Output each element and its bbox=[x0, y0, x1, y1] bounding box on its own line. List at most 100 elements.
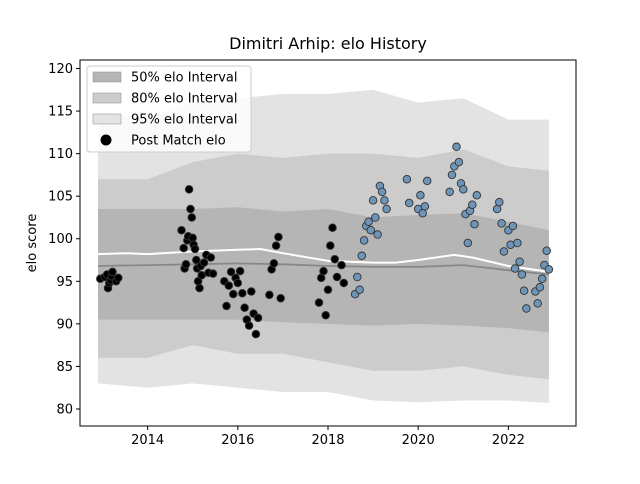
legend-swatch-band80 bbox=[92, 92, 122, 104]
data-point-0-41 bbox=[238, 288, 247, 298]
data-point-1-25 bbox=[452, 142, 461, 152]
data-point-0-17 bbox=[186, 204, 195, 214]
data-point-0-28 bbox=[199, 258, 209, 267]
y-tick-label-90: 90 bbox=[56, 317, 73, 332]
legend-box bbox=[86, 65, 252, 153]
data-point-1-49 bbox=[533, 299, 542, 308]
data-point-0-59 bbox=[323, 285, 333, 295]
data-point-0-52 bbox=[271, 241, 281, 250]
data-point-1-53 bbox=[542, 246, 551, 255]
data-point-1-16 bbox=[404, 198, 414, 208]
x-tick-label-2016: 2016 bbox=[221, 433, 254, 448]
x-tick-label-2020: 2020 bbox=[402, 433, 435, 448]
data-point-0-10 bbox=[177, 225, 186, 235]
data-point-0-48 bbox=[253, 313, 263, 323]
data-point-0-45 bbox=[247, 287, 256, 296]
y-tick-label-95: 95 bbox=[56, 275, 73, 290]
data-point-0-7 bbox=[108, 267, 117, 277]
legend-marker-post-match bbox=[100, 134, 112, 146]
axes: 2014 2016 2018 2020 2022 80 85 90 95 100 105 110 115… bbox=[48, 59, 577, 448]
data-point-1-6 bbox=[364, 217, 373, 226]
data-point-1-33 bbox=[470, 220, 479, 229]
data-point-1-23 bbox=[447, 170, 457, 180]
data-point-1-10 bbox=[373, 230, 382, 239]
data-point-0-42 bbox=[240, 303, 249, 312]
data-point-1-32 bbox=[468, 200, 477, 209]
data-point-1-21 bbox=[422, 176, 432, 186]
data-point-1-8 bbox=[368, 196, 378, 205]
data-point-1-34 bbox=[472, 191, 482, 200]
data-point-0-44 bbox=[244, 321, 254, 330]
data-point-1-35 bbox=[492, 204, 502, 214]
data-point-1-13 bbox=[380, 196, 389, 205]
y-axis-label: elo score bbox=[25, 214, 40, 273]
data-point-1-1 bbox=[353, 272, 362, 282]
data-point-1-37 bbox=[497, 219, 506, 228]
data-point-1-30 bbox=[463, 238, 473, 248]
data-point-0-39 bbox=[233, 278, 243, 288]
chart-title: Dimitri Arhip: elo History bbox=[229, 34, 427, 53]
data-point-1-14 bbox=[382, 204, 391, 214]
plot-area bbox=[96, 89, 554, 404]
legend-label-1: 80% elo Interval bbox=[131, 92, 238, 107]
mean-elo-line bbox=[97, 247, 550, 273]
data-point-1-12 bbox=[377, 187, 387, 197]
data-point-0-21 bbox=[190, 244, 200, 254]
legend-label-2: 95% elo Interval bbox=[131, 113, 238, 128]
legend: 50% elo Interval 80% elo Interval 95% elo … bbox=[86, 65, 252, 153]
data-point-1-38 bbox=[499, 247, 509, 256]
data-point-1-7 bbox=[366, 225, 376, 235]
data-point-1-3 bbox=[357, 251, 367, 261]
data-point-1-44 bbox=[515, 257, 524, 266]
x-tick-label-2018: 2018 bbox=[311, 433, 344, 448]
data-point-1-47 bbox=[522, 304, 531, 313]
legend-swatch-band95 bbox=[92, 113, 122, 125]
data-point-1-54 bbox=[544, 265, 554, 274]
data-point-0-64 bbox=[337, 260, 346, 270]
legend-label-0: 50% elo Interval bbox=[131, 71, 238, 86]
data-point-0-51 bbox=[269, 259, 279, 268]
data-point-1-36 bbox=[495, 197, 504, 207]
data-point-0-49 bbox=[265, 290, 274, 300]
y-tick-label-115: 115 bbox=[48, 105, 73, 120]
data-point-0-35 bbox=[224, 281, 234, 290]
x-tick-label-2014: 2014 bbox=[131, 433, 164, 448]
data-point-0-31 bbox=[206, 253, 216, 262]
data-point-1-4 bbox=[359, 236, 369, 245]
data-point-0-34 bbox=[222, 301, 231, 311]
data-point-1-45 bbox=[517, 270, 527, 279]
data-point-0-32 bbox=[208, 269, 218, 278]
data-point-0-54 bbox=[276, 294, 285, 303]
y-tick-label-85: 85 bbox=[56, 360, 73, 375]
legend-label-3: Post Match elo bbox=[131, 134, 226, 149]
data-point-0-55 bbox=[314, 298, 324, 307]
data-point-0-9 bbox=[114, 273, 123, 283]
y-tick-label-110: 110 bbox=[48, 147, 73, 162]
x-tick-label-2022: 2022 bbox=[492, 433, 525, 448]
data-point-0-63 bbox=[332, 272, 342, 282]
y-tick-label-100: 100 bbox=[48, 232, 73, 247]
data-point-0-16 bbox=[184, 185, 194, 194]
data-point-0-22 bbox=[192, 255, 201, 265]
data-point-0-37 bbox=[229, 289, 238, 299]
median-elo-line bbox=[97, 262, 549, 276]
data-point-0-25 bbox=[195, 283, 204, 293]
data-point-0-58 bbox=[321, 311, 330, 320]
data-point-1-20 bbox=[420, 202, 430, 211]
data-point-1-15 bbox=[402, 174, 412, 184]
y-tick-label-80: 80 bbox=[56, 402, 73, 417]
y-tick-label-120: 120 bbox=[48, 62, 73, 77]
data-point-1-42 bbox=[510, 264, 520, 273]
data-point-1-2 bbox=[355, 285, 364, 295]
data-point-0-61 bbox=[328, 223, 337, 232]
data-point-1-22 bbox=[445, 187, 454, 197]
data-point-1-50 bbox=[535, 283, 545, 292]
data-point-0-62 bbox=[330, 254, 340, 264]
data-point-0-18 bbox=[187, 213, 197, 222]
data-point-0-40 bbox=[235, 266, 245, 276]
data-point-0-13 bbox=[181, 260, 191, 269]
data-point-1-43 bbox=[513, 238, 522, 248]
data-point-1-28 bbox=[459, 185, 468, 194]
data-point-0-53 bbox=[274, 232, 283, 242]
data-point-1-46 bbox=[519, 286, 529, 295]
